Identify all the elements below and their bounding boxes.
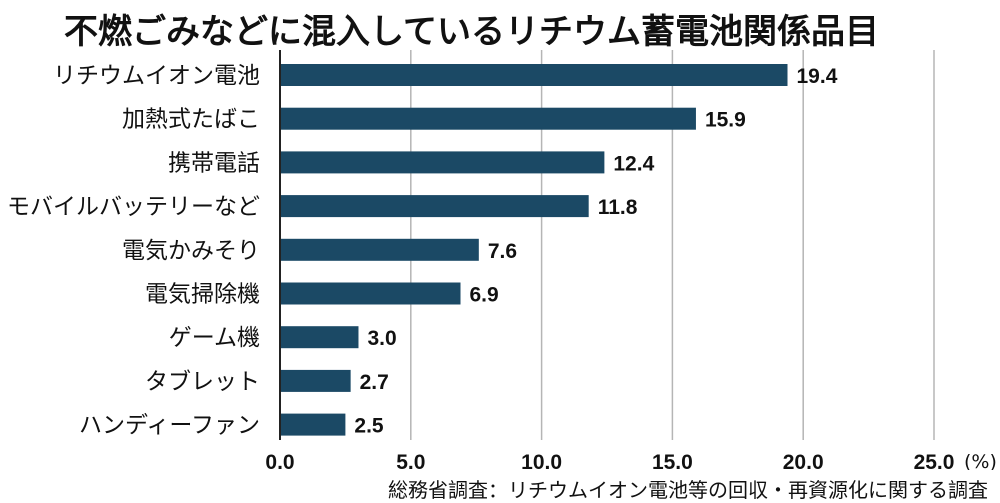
category-label: モバイルバッテリーなど: [7, 194, 260, 220]
bar-chart: リチウムイオン電池加熱式たばこ携帯電話モバイルバッテリーなど電気かみそり電気掃除…: [7, 50, 997, 470]
bar: [280, 413, 346, 436]
chart-title: 不燃ごみなどに混入しているリチウム蓄電池関係品目: [64, 12, 879, 52]
category-label: ハンディーファン: [79, 413, 260, 439]
bar: [280, 238, 479, 261]
source-note: 総務省調査：リチウムイオン電池等の回収・再資源化に関する調査: [388, 478, 988, 502]
tick-label: 0.0: [265, 451, 294, 470]
bar: [280, 282, 461, 305]
category-labels: リチウムイオン電池加熱式たばこ携帯電話モバイルバッテリーなど電気かみそり電気掃除…: [7, 63, 260, 439]
tick-label: 20.0: [783, 451, 824, 470]
value-label: 7.6: [488, 240, 517, 263]
bars: [280, 64, 788, 436]
category-label: リチウムイオン電池: [53, 63, 260, 89]
value-label: 19.4: [797, 65, 838, 88]
category-label: タブレット: [145, 369, 260, 395]
bar: [280, 107, 696, 130]
tick-label: 10.0: [521, 451, 562, 470]
value-label: 2.7: [360, 371, 389, 394]
value-label: 3.0: [367, 327, 396, 350]
bar: [280, 369, 351, 392]
value-label: 6.9: [470, 284, 499, 307]
value-label: 12.4: [613, 152, 654, 175]
category-label: ゲーム機: [169, 325, 260, 351]
tick-label: 5.0: [396, 451, 425, 470]
tick-label: 15.0: [652, 451, 693, 470]
value-labels: 19.4 15.9 12.4 11.8 7.6 6.9 3.0 2.7 2.5: [354, 65, 837, 438]
category-label: 電気かみそり: [122, 238, 260, 264]
bar: [280, 195, 589, 218]
category-label: 電気掃除機: [145, 282, 260, 308]
tick-label: 25.0: [914, 451, 955, 470]
category-label: 加熱式たばこ: [122, 107, 260, 133]
unit-label: (%): [964, 451, 997, 470]
category-label: 携帯電話: [168, 150, 260, 176]
bar: [280, 64, 788, 86]
value-label: 2.5: [354, 415, 384, 438]
tick-labels: 0.0 5.0 10.0 15.0 20.0 25.0: [265, 451, 954, 470]
value-label: 15.9: [705, 109, 746, 132]
bar: [280, 151, 605, 174]
bar: [280, 326, 359, 349]
value-label: 11.8: [598, 196, 638, 219]
